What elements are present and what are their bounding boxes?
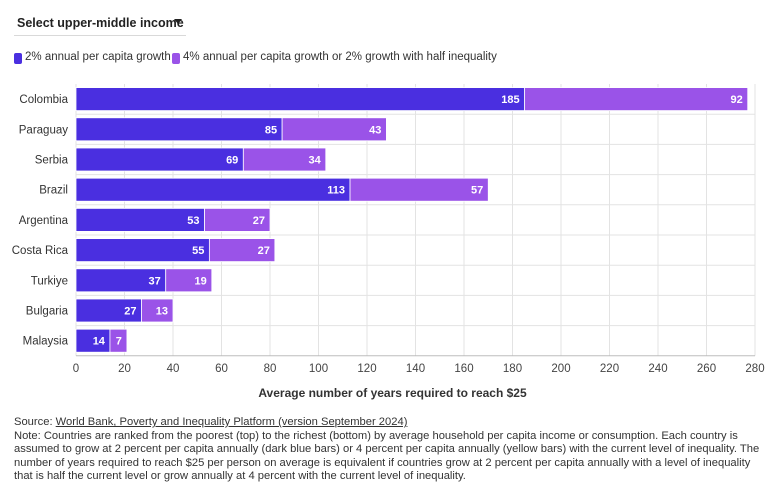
stacked-bar-chart: Colombia 185 92 Paraguay 85 43 Serbia 69 34 Brazi… xyxy=(12,84,765,400)
category-label: Colombia xyxy=(19,94,68,106)
bar-value-label: 7 xyxy=(116,336,122,348)
legend-swatch-4pct xyxy=(172,53,180,64)
bar-value-label: 27 xyxy=(258,245,270,257)
x-tick-label: 280 xyxy=(745,363,764,375)
category-label: Argentina xyxy=(19,215,69,227)
x-tick-label: 0 xyxy=(73,363,79,375)
bar-value-label: 37 xyxy=(148,275,160,287)
source-line: Source: World Bank, Poverty and Inequali… xyxy=(14,416,766,430)
x-tick-label: 180 xyxy=(503,363,522,375)
bar-value-label: 57 xyxy=(471,185,483,197)
bar-value-label: 69 xyxy=(226,155,238,167)
category-label: Brazil xyxy=(39,185,68,197)
bar-segment xyxy=(141,298,174,323)
category-label: Turkiye xyxy=(31,275,68,287)
bar-segment xyxy=(242,147,327,172)
source-prefix: Source: xyxy=(14,416,56,428)
bar-value-label: 13 xyxy=(156,306,168,318)
bar-segment xyxy=(349,177,489,202)
bar-value-label: 85 xyxy=(265,124,277,136)
bar-segment xyxy=(281,117,387,142)
bar-value-label: 27 xyxy=(253,215,265,227)
bar-value-label: 34 xyxy=(309,155,322,167)
x-tick-label: 140 xyxy=(406,363,425,375)
bar-value-label: 113 xyxy=(327,185,345,197)
source-link[interactable]: World Bank, Poverty and Inequality Platf… xyxy=(55,416,408,428)
dropdown-label: Select upper-middle income xyxy=(17,16,184,30)
category-label: Costa Rica xyxy=(12,245,69,257)
x-tick-label: 20 xyxy=(118,363,131,375)
category-label: Malaysia xyxy=(23,336,69,348)
bar-segment xyxy=(75,87,526,111)
bar-segment xyxy=(75,177,351,202)
chart-footnote: Source: World Bank, Poverty and Inequali… xyxy=(14,416,766,484)
legend-swatch-2pct xyxy=(14,53,22,64)
bar-segment xyxy=(165,268,213,293)
category-label: Serbia xyxy=(35,155,69,167)
x-tick-label: 160 xyxy=(454,363,473,375)
bar-value-label: 43 xyxy=(369,124,381,136)
bar-segment xyxy=(75,117,283,142)
bar-value-label: 19 xyxy=(195,275,207,287)
bar-segment xyxy=(208,238,276,263)
bar-value-label: 55 xyxy=(192,245,204,257)
x-tick-label: 200 xyxy=(551,363,570,375)
x-axis-title: Average number of years required to reac… xyxy=(258,386,527,400)
bar-segment xyxy=(75,238,210,263)
bar-value-label: 92 xyxy=(730,94,742,106)
bar-value-label: 53 xyxy=(187,215,199,227)
category-label: Bulgaria xyxy=(26,306,69,318)
x-tick-label: 40 xyxy=(167,363,180,375)
bar-segment xyxy=(75,147,244,172)
note-text: Note: Countries are ranked from the poor… xyxy=(14,429,760,483)
x-tick-label: 240 xyxy=(648,363,667,375)
bar-value-label: 185 xyxy=(501,94,519,106)
bar-value-label: 14 xyxy=(93,336,106,348)
x-tick-label: 260 xyxy=(697,363,716,375)
bar-segment xyxy=(109,328,128,353)
chevron-down-icon[interactable] xyxy=(174,19,182,24)
x-tick-label: 80 xyxy=(264,363,277,375)
income-group-dropdown[interactable]: Select upper-middle income xyxy=(14,11,186,36)
x-tick-label: 60 xyxy=(215,363,228,375)
category-label: Paraguay xyxy=(19,124,68,136)
bar-segment xyxy=(204,207,271,232)
legend-label-4pct: 4% annual per capita growth or 2% growth… xyxy=(183,51,497,63)
x-tick-label: 120 xyxy=(357,363,376,375)
bar-segment xyxy=(75,207,205,232)
legend-label-2pct: 2% annual per capita growth xyxy=(25,51,171,63)
x-tick-label: 220 xyxy=(600,363,619,375)
bar-segment xyxy=(524,87,749,111)
x-tick-label: 100 xyxy=(309,363,328,375)
bar-value-label: 27 xyxy=(124,306,136,318)
